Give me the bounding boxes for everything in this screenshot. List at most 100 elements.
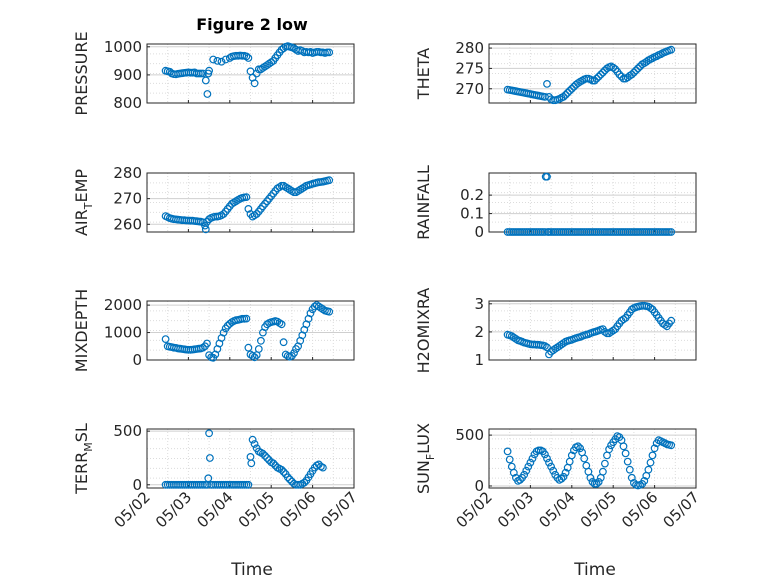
y-tick-label: 900 [113, 66, 142, 84]
data-point [323, 48, 332, 57]
data-point [252, 210, 261, 218]
y-tick-label: 500 [113, 422, 142, 440]
data-point [516, 476, 524, 484]
axes-box [146, 172, 355, 233]
y-axis-label: SUNFLUX [414, 423, 437, 494]
series-points [503, 301, 676, 359]
axes-box [488, 172, 697, 233]
x-tick-label: 05/07 [318, 488, 361, 531]
data-point [543, 454, 551, 463]
data-point [277, 320, 286, 329]
data-point [242, 314, 251, 323]
y-axis-label: RAINFALL [414, 165, 433, 240]
y-tick-label: 2000 [104, 296, 142, 314]
subplot-4: 00.10.2 RAINFALL [414, 165, 697, 241]
data-point [590, 76, 599, 85]
data-point [247, 459, 256, 468]
data-point [524, 462, 533, 471]
data-point [621, 449, 630, 458]
data-point [325, 307, 334, 316]
y-tick-label: 1 [474, 351, 484, 369]
data-point [248, 352, 257, 360]
data-point [561, 90, 570, 99]
axes-box [488, 43, 697, 104]
series-points [161, 176, 334, 234]
figure-title: Figure 2 low [196, 15, 308, 34]
y-axis-label: H2OMIXRA [414, 288, 433, 374]
y-tick-label: 270 [455, 80, 484, 98]
x-tick-label: 05/03 [494, 488, 537, 531]
data-point [632, 66, 640, 75]
data-point [203, 217, 211, 226]
x-tick-label: 05/05 [235, 488, 278, 531]
data-point [619, 442, 628, 451]
data-point [325, 176, 334, 185]
y-axis-label: AIRTEMP [72, 169, 95, 236]
data-point [205, 66, 214, 75]
data-point [201, 225, 210, 234]
y-tick-label: 1000 [104, 38, 142, 56]
data-point [619, 315, 628, 324]
data-point [201, 76, 210, 85]
y-tick-label: 0.2 [460, 186, 484, 204]
data-point [667, 441, 676, 450]
data-point [269, 459, 278, 468]
data-point [646, 304, 655, 312]
data-point [198, 343, 207, 352]
data-point [306, 309, 315, 318]
data-point [319, 463, 327, 472]
data-point [248, 212, 257, 221]
data-point [541, 450, 549, 459]
x-axis-label-left: Time [230, 560, 273, 580]
data-point [609, 63, 618, 72]
data-point [221, 55, 230, 64]
y-tick-label: 800 [113, 94, 142, 112]
data-point [567, 84, 576, 93]
data-point [300, 478, 309, 487]
y-axis-label: THETA [414, 48, 433, 100]
data-point [625, 465, 634, 474]
data-point [259, 449, 267, 458]
data-point [240, 480, 249, 489]
data-point [592, 480, 601, 488]
data-point [219, 210, 228, 218]
y-tick-label: 0 [132, 351, 142, 369]
data-point [528, 454, 537, 463]
data-point [640, 477, 649, 485]
data-point [509, 468, 518, 477]
data-point [205, 429, 214, 438]
data-point [543, 79, 551, 88]
y-tick-label: 280 [113, 164, 142, 182]
data-point [627, 473, 636, 482]
data-point [319, 305, 327, 314]
data-point [547, 462, 555, 471]
y-axis-label: MIXDEPTH [72, 289, 91, 372]
data-point [244, 480, 253, 489]
y-tick-label: 3 [474, 295, 484, 313]
x-tick-label: 05/03 [152, 488, 195, 531]
data-point [248, 435, 257, 444]
data-point [648, 451, 657, 460]
data-point [630, 68, 638, 77]
data-point [663, 228, 671, 236]
data-point [285, 475, 294, 484]
y-axis-label: PRESSURE [72, 31, 91, 115]
data-point [219, 328, 228, 337]
subplot-6: 1 2 3 H2OMIXRA [414, 288, 697, 374]
y-tick-label: 270 [113, 190, 142, 208]
data-point [586, 473, 595, 482]
x-tick-label: 05/06 [276, 488, 319, 531]
y-tick-label: 0.1 [460, 205, 484, 223]
data-point [522, 466, 531, 475]
subplot-2: 270 275 280 THETA [414, 39, 697, 105]
y-tick-label: 0 [132, 476, 142, 494]
data-point [503, 447, 512, 456]
data-point [161, 335, 170, 344]
data-point [244, 343, 253, 352]
data-point [541, 342, 549, 350]
data-point [644, 465, 653, 474]
data-point [580, 454, 589, 463]
